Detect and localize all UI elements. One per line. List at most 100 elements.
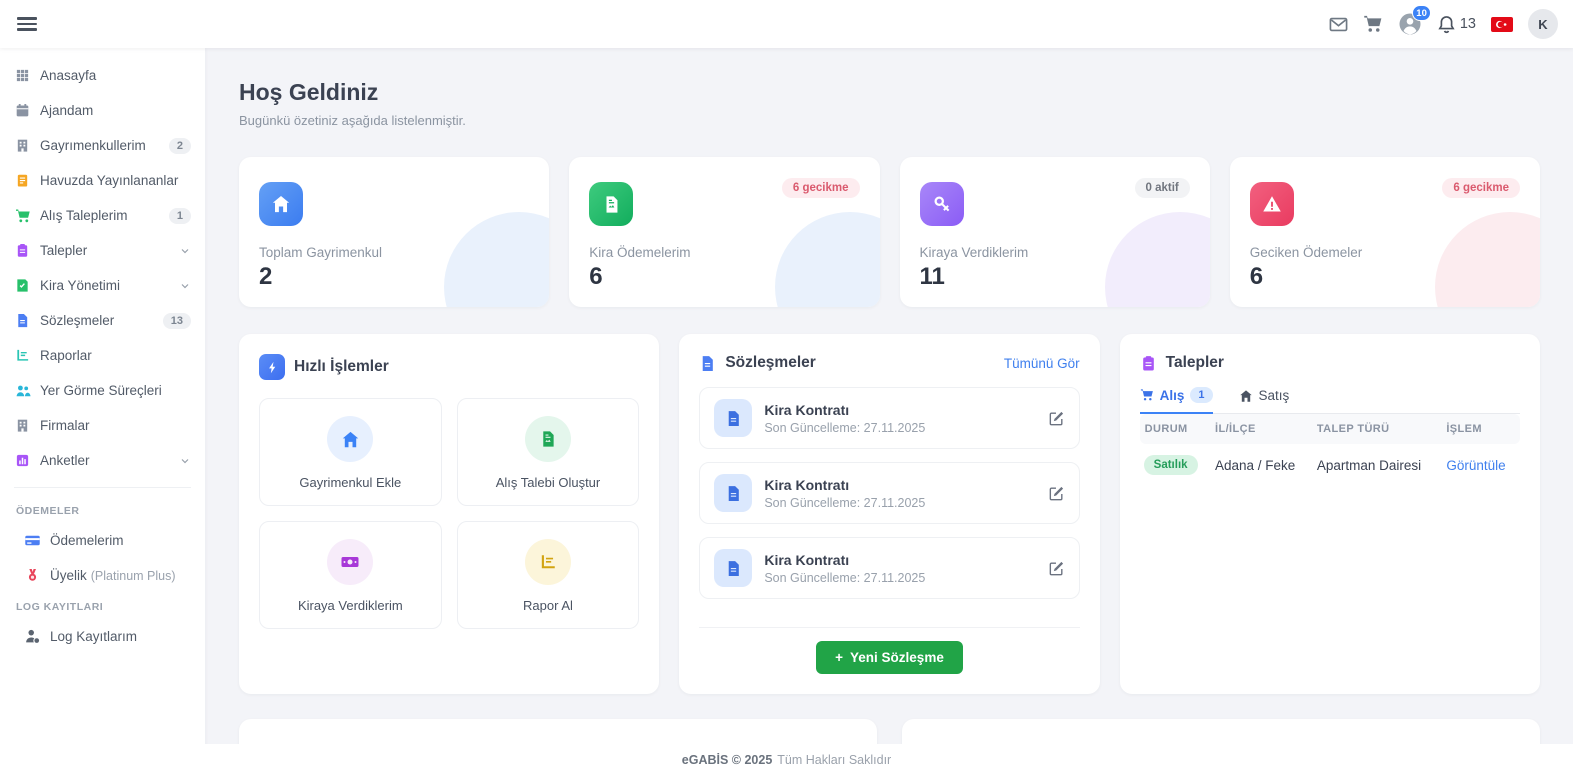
sidebar-item-kira-yonetimi[interactable]: Kira Yönetimi [0, 268, 205, 303]
pool-listings-icon [14, 173, 31, 188]
quick-action-label: Rapor Al [523, 598, 573, 613]
sidebar-item-label: Talepler [40, 243, 88, 258]
sidebar: Anasayfa Ajandam Gayrımenkullerim 2 Havu… [0, 48, 205, 775]
clipboard-icon [14, 243, 31, 258]
home-icon [259, 182, 303, 226]
quick-action-label: Gayrimenkul Ekle [299, 475, 402, 490]
panel-title: Sözleşmeler [725, 354, 816, 371]
stat-badge: 6 gecikme [1442, 178, 1520, 198]
sidebar-item-alis-taleplerim[interactable]: Alış Taleplerim 1 [0, 198, 205, 233]
contract-document-icon [699, 355, 716, 372]
edit-icon[interactable] [1048, 410, 1065, 427]
view-link[interactable]: Görüntüle [1446, 457, 1506, 473]
sidebar-item-firmalar[interactable]: Firmalar [0, 408, 205, 443]
edit-icon[interactable] [1048, 560, 1065, 577]
notifications-bell[interactable]: 13 [1437, 15, 1476, 34]
sidebar-item-label: Ödemelerim [50, 533, 124, 548]
report-chart-icon [14, 348, 31, 363]
sidebar-item-havuzda-yayinlananlar[interactable]: Havuzda Yayınlananlar [0, 163, 205, 198]
cart-icon [1140, 388, 1154, 402]
clipboard-icon [1140, 355, 1157, 372]
topbar: 10 13 K [0, 0, 1573, 48]
sidebar-item-label: Firmalar [40, 418, 90, 433]
view-all-link[interactable]: Tümünü Gör [1003, 355, 1080, 371]
contract-item[interactable]: Kira Kontratı Son Güncelleme: 27.11.2025 [699, 462, 1080, 524]
sidebar-item-log-kayitlarim[interactable]: Log Kayıtlarım [0, 619, 205, 654]
new-contract-button[interactable]: + Yeni Sözleşme [816, 641, 963, 674]
contract-item[interactable]: Kira Kontratı Son Güncelleme: 27.11.2025 [699, 537, 1080, 599]
key-icon [919, 182, 964, 226]
requests-panel: Talepler Alış 1 Satış DURUM İL/İLÇE [1119, 334, 1540, 694]
tab-satis[interactable]: Satış [1239, 387, 1289, 413]
edit-icon[interactable] [1048, 485, 1065, 502]
stat-card-toplam-gayrimenkul[interactable]: Toplam Gayrimenkul 2 [239, 157, 550, 307]
sidebar-item-uyelik[interactable]: Üyelik (Platinum Plus) [0, 558, 205, 593]
sidebar-item-label: Üyelik (Platinum Plus) [50, 568, 176, 583]
profile-icon[interactable]: 10 [1398, 5, 1431, 36]
sidebar-badge: 1 [168, 207, 191, 224]
tab-alis[interactable]: Alış 1 [1139, 387, 1213, 414]
cart-icon[interactable] [1363, 14, 1383, 34]
sidebar-item-sozlesmeler[interactable]: Sözleşmeler 13 [0, 303, 205, 338]
sidebar-item-label: Kira Yönetimi [40, 278, 121, 293]
sidebar-item-gayrimenkullerim[interactable]: Gayrımenkullerim 2 [0, 128, 205, 163]
language-flag-icon[interactable] [1491, 16, 1513, 32]
user-avatar[interactable]: K [1528, 9, 1558, 39]
quick-action-alis-talebi-olustur[interactable]: Alış Talebi Oluştur [456, 398, 640, 506]
sidebar-item-label: Anasayfa [40, 68, 97, 83]
chevron-down-icon [179, 280, 191, 292]
lightning-icon [259, 354, 285, 380]
stats-row: Toplam Gayrimenkul 2 6 gecikme Kira Ödem… [239, 157, 1540, 307]
plus-icon: + [835, 650, 844, 665]
sidebar-badge: 2 [168, 137, 191, 154]
home-icon [327, 416, 374, 462]
sidebar-section-odemeler: ÖDEMELER [16, 505, 80, 517]
contract-updated: Son Güncelleme: 27.11.2025 [764, 420, 926, 435]
sidebar-item-label: Gayrımenkullerim [40, 138, 146, 153]
purchase-request-icon [524, 416, 571, 462]
contracts-panel: Sözleşmeler Tümünü Gör Kira Kontratı Son… [679, 334, 1100, 694]
money-icon [327, 539, 374, 585]
sidebar-item-label: Anketler [40, 453, 90, 468]
quick-action-rapor-al[interactable]: Rapor Al [456, 521, 640, 629]
footer-rights: Tüm Hakları Saklıdır [777, 752, 892, 767]
tab-label: Alış [1159, 387, 1185, 403]
sidebar-section-log-kayitlari: LOG KAYITLARI [16, 601, 104, 613]
lease-document-icon [14, 278, 31, 293]
building-icon [14, 138, 31, 153]
document-icon [714, 399, 753, 437]
stat-value: 6 [589, 263, 603, 290]
sidebar-item-yer-gorme-surecleri[interactable]: Yer Görme Süreçleri [0, 373, 205, 408]
sidebar-divider [14, 487, 191, 488]
stat-card-geciken-odemeler[interactable]: 6 gecikme Geciken Ödemeler 6 [1229, 157, 1540, 307]
mail-icon[interactable] [1329, 15, 1348, 34]
sidebar-item-label: Raporlar [40, 348, 92, 363]
menu-toggle-icon[interactable] [17, 14, 37, 34]
contract-item[interactable]: Kira Kontratı Son Güncelleme: 27.11.2025 [699, 387, 1080, 449]
stat-card-kira-odemelerim[interactable]: 6 gecikme Kira Ödemelerim 6 [569, 157, 880, 307]
quick-action-label: Alış Talebi Oluştur [495, 475, 601, 490]
bell-icon [1438, 15, 1455, 33]
sidebar-badge: 13 [162, 312, 191, 329]
home-icon [1239, 389, 1253, 403]
contract-updated: Son Güncelleme: 27.11.2025 [764, 495, 926, 510]
sidebar-item-label: Log Kayıtlarım [50, 629, 138, 644]
sidebar-item-anasayfa[interactable]: Anasayfa [0, 58, 205, 93]
column-header: TALEP TÜRÜ [1312, 414, 1443, 444]
sidebar-item-anketler[interactable]: Anketler [0, 443, 205, 478]
tab-count-badge: 1 [1190, 387, 1213, 403]
sidebar-item-odemelerim[interactable]: Ödemelerim [0, 523, 205, 558]
quick-action-kiraya-verdiklerim[interactable]: Kiraya Verdiklerim [259, 521, 442, 629]
requests-tabs: Alış 1 Satış [1139, 387, 1520, 414]
contract-title: Kira Kontratı [764, 551, 850, 568]
sidebar-item-raporlar[interactable]: Raporlar [0, 338, 205, 373]
user-log-icon [24, 628, 41, 645]
sidebar-item-ajandam[interactable]: Ajandam [0, 93, 205, 128]
sidebar-item-talepler[interactable]: Talepler [0, 233, 205, 268]
stat-value: 6 [1249, 263, 1264, 290]
stat-card-kiraya-verdiklerim[interactable]: 0 aktif Kiraya Verdiklerim 11 [899, 157, 1210, 307]
sidebar-item-label: Yer Görme Süreçleri [40, 383, 162, 398]
quick-action-gayrimenkul-ekle[interactable]: Gayrimenkul Ekle [259, 398, 442, 506]
credit-card-icon [24, 532, 41, 549]
sidebar-item-label: Sözleşmeler [40, 313, 115, 328]
